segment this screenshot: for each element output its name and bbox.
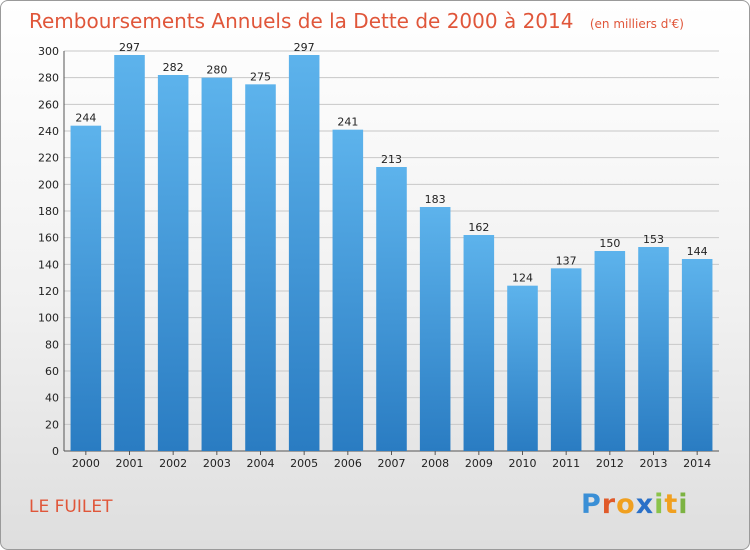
proxiti-logo: Proxiti (581, 489, 689, 520)
data-label-2004: 275 (250, 70, 271, 83)
bar-2011 (550, 268, 582, 451)
y-tick-label: 100 (38, 312, 59, 325)
y-tick-label: 300 (38, 45, 59, 58)
logo-letter: P (581, 489, 602, 520)
data-label-2011: 137 (556, 254, 577, 267)
data-label-2001: 297 (119, 41, 140, 54)
data-label-2007: 213 (381, 153, 402, 166)
bar-2003 (201, 77, 233, 452)
logo-letter: i (654, 489, 665, 520)
x-tick-label-2006: 2006 (334, 457, 362, 470)
bar-2001 (114, 55, 145, 451)
y-tick-label: 260 (38, 98, 59, 111)
bar-2008 (419, 207, 451, 451)
logo-letter: o (616, 489, 636, 520)
x-tick-label-2009: 2009 (465, 457, 493, 470)
y-tick-label: 60 (45, 365, 59, 378)
data-label-2000: 244 (75, 112, 96, 125)
y-tick-label: 240 (38, 125, 59, 138)
data-label-2009: 162 (468, 221, 489, 234)
y-tick-label: 120 (38, 285, 59, 298)
x-tick-label-2004: 2004 (247, 457, 275, 470)
y-tick-label: 200 (38, 178, 59, 191)
x-tick-label-2012: 2012 (596, 457, 624, 470)
logo-letter: t (664, 489, 679, 520)
x-tick-label-2002: 2002 (159, 457, 187, 470)
x-tick-label-2005: 2005 (290, 457, 318, 470)
data-label-2005: 297 (294, 41, 315, 54)
y-tick-label: 0 (52, 445, 59, 458)
y-tick-label: 140 (38, 258, 59, 271)
y-tick-label: 160 (38, 232, 59, 245)
bar-2014 (681, 259, 713, 451)
bar-2000 (70, 125, 102, 452)
data-label-2010: 124 (512, 272, 533, 285)
chart-title-text: Remboursements Annuels de la Dette de 20… (29, 9, 574, 33)
bar-2002 (157, 75, 189, 451)
y-tick-label: 80 (45, 338, 59, 351)
x-tick-label-2014: 2014 (683, 457, 711, 470)
data-label-2003: 280 (206, 64, 227, 77)
chart-title: Remboursements Annuels de la Dette de 20… (29, 9, 684, 33)
logo-letter: r (601, 489, 617, 520)
x-tick-label-2008: 2008 (421, 457, 449, 470)
bar-2009 (463, 235, 495, 451)
bar-2004 (245, 84, 276, 451)
logo-letter: i (678, 489, 689, 520)
y-tick-label: 280 (38, 72, 59, 85)
data-label-2014: 144 (687, 245, 708, 258)
y-tick-label: 20 (45, 418, 59, 431)
bar-2013 (638, 247, 669, 451)
bar-2010 (507, 285, 538, 451)
data-label-2002: 282 (163, 61, 184, 74)
x-tick-label-2003: 2003 (203, 457, 231, 470)
x-tick-label-2001: 2001 (116, 457, 144, 470)
bar-2007 (376, 167, 407, 451)
y-tick-label: 180 (38, 205, 59, 218)
bar-2005 (288, 55, 320, 451)
data-label-2012: 150 (599, 237, 620, 250)
data-label-2006: 241 (337, 116, 358, 129)
x-tick-label-2007: 2007 (378, 457, 406, 470)
x-tick-label-2000: 2000 (72, 457, 100, 470)
bar-2012 (594, 251, 626, 451)
chart-subtitle: (en milliers d'€) (589, 17, 684, 31)
x-tick-label-2013: 2013 (640, 457, 668, 470)
logo-letter: x (635, 489, 655, 520)
y-tick-label: 40 (45, 392, 59, 405)
x-tick-label-2011: 2011 (552, 457, 580, 470)
bar-2006 (332, 129, 364, 451)
x-tick-label-2010: 2010 (509, 457, 537, 470)
data-label-2013: 153 (643, 233, 664, 246)
y-tick-label: 220 (38, 152, 59, 165)
commune-name: LE FUILET (29, 497, 113, 517)
data-label-2008: 183 (425, 193, 446, 206)
